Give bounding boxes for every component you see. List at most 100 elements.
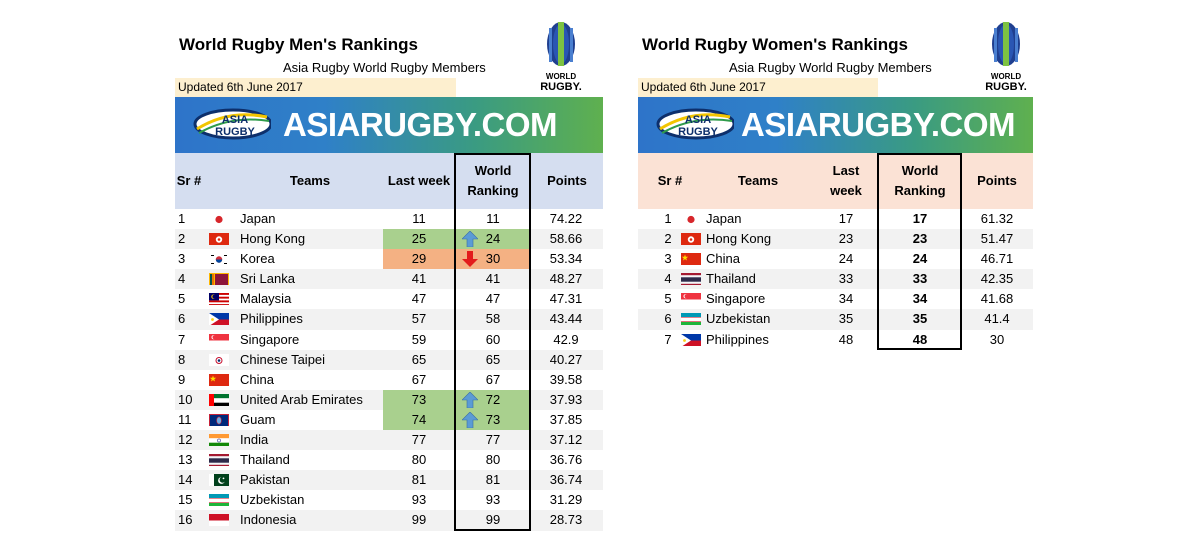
table-row: 5 Malaysia 47 47 47.31 [175, 289, 603, 309]
table-row: 10 United Arab Emirates 73 72 37.93 [175, 389, 603, 410]
sr-number: 16 [178, 512, 193, 528]
header-world-ranking-line1: World [474, 163, 512, 178]
points: 42.35 [980, 271, 1014, 287]
world-ranking: 24 [485, 231, 501, 247]
points: 48.27 [549, 271, 583, 287]
indonesia-flag [209, 513, 229, 527]
points: 39.58 [549, 371, 583, 387]
world-ranking: 17 [912, 211, 928, 226]
sri-lanka-flag [209, 272, 229, 286]
points: 30 [989, 331, 1005, 347]
table-row: 5 Singapore 34 34 41.68 [638, 289, 1033, 309]
sr-number: 6 [178, 311, 186, 327]
team-name: Chinese Taipei [240, 351, 326, 367]
mens-table-body: 1 Japan 11 11 74.22 2 Hong Kong 25 24 58.66 3 Korea… [175, 209, 603, 531]
world-ranking: 99 [485, 512, 501, 528]
table-row: 14 Pakistan 81 81 36.74 [175, 470, 603, 491]
row-highlight [455, 409, 531, 430]
last-week-rank: 25 [411, 231, 427, 247]
table-row: 11 Guam 74 73 37.85 [175, 409, 603, 430]
team-name: Malaysia [240, 291, 292, 307]
points: 37.85 [549, 411, 583, 427]
world-ranking: 72 [485, 391, 501, 407]
mens-updated-date: Updated 6th June 2017 [175, 78, 456, 97]
last-week-rank: 33 [838, 271, 854, 287]
row-highlight [455, 249, 531, 270]
asia-rugby-banner: ASIA RUGBY ASIARUGBY.COM [638, 97, 1033, 153]
sr-number: 14 [178, 472, 193, 488]
header-world-ranking-line2: Ranking [894, 183, 946, 198]
womens-rankings-title: World Rugby Women's Rankings [642, 35, 908, 54]
header-points: Points [977, 173, 1017, 188]
mens-world-ranking-column-box [454, 153, 531, 531]
points: 40.27 [549, 351, 583, 367]
singapore-flag [681, 292, 701, 306]
points: 46.71 [980, 251, 1014, 267]
last-week-rank: 24 [838, 251, 854, 267]
last-week-rank: 74 [411, 411, 427, 427]
team-name: China [240, 371, 274, 387]
last-week-rank: 67 [411, 371, 427, 387]
world-ranking: 41 [485, 271, 501, 287]
womens-subtitle: Asia Rugby World Rugby Members [729, 60, 932, 75]
asia-rugby-logo-text-rugby: RUGBY [678, 126, 718, 138]
last-week-rank: 65 [411, 351, 427, 367]
world-ranking: 47 [485, 291, 501, 307]
header-sr: Sr # [657, 173, 683, 188]
last-week-rank: 77 [411, 432, 427, 448]
points: 53.34 [549, 251, 583, 267]
uae-flag [209, 393, 229, 406]
sr-number: 7 [178, 331, 186, 347]
world-rugby-logo: WORLD RUGBY. [539, 20, 583, 94]
team-name: Uzbekistan [240, 492, 305, 508]
world-ranking: 24 [912, 251, 928, 267]
up-arrow-icon [461, 391, 479, 409]
hong-kong-flag [681, 232, 701, 246]
last-week-rank: 29 [411, 251, 427, 267]
points: 28.73 [549, 512, 583, 528]
world-ranking: 93 [485, 492, 501, 508]
sr-number: 6 [664, 311, 672, 327]
asia-rugby-swoosh-icon [656, 108, 734, 140]
team-name: China [706, 251, 740, 267]
world-rugby-logo: WORLD RUGBY. [984, 20, 1028, 94]
team-name: Philippines [240, 311, 303, 327]
sr-number: 15 [178, 492, 193, 508]
down-arrow-icon [462, 251, 478, 268]
header-last-week-line1: Last [832, 163, 860, 178]
world-rugby-logo-text-rugby: RUGBY. [540, 81, 582, 93]
world-rugby-logo-text-rugby: RUGBY. [985, 81, 1027, 93]
points: 37.93 [549, 391, 583, 407]
header-sr: Sr # [176, 173, 202, 188]
thailand-flag [209, 453, 229, 467]
points: 36.74 [549, 472, 583, 488]
points: 74.22 [549, 211, 583, 226]
header-world-ranking-line1: World [901, 163, 939, 178]
sr-number: 1 [178, 211, 186, 226]
sr-number: 4 [178, 271, 186, 287]
points: 42.9 [553, 331, 579, 347]
team-name: Pakistan [240, 472, 290, 488]
womens-table-body: 1 Japan 17 17 61.32 2 Hong Kong 23 23 51.47 3 China… [638, 209, 1033, 350]
thailand-flag [681, 272, 701, 286]
points: 51.47 [980, 231, 1014, 247]
sr-number: 8 [178, 351, 186, 367]
world-ranking: 81 [485, 472, 501, 488]
team-name: Singapore [240, 331, 300, 347]
last-week-rank: 80 [411, 452, 427, 468]
last-week-rank: 34 [838, 291, 854, 307]
points: 41.4 [984, 311, 1010, 327]
team-name: Korea [240, 251, 275, 267]
sr-number: 2 [664, 231, 672, 247]
chinese-taipei-flag [209, 353, 229, 366]
last-week-rank: 93 [411, 492, 427, 508]
world-ranking: 77 [485, 432, 501, 448]
womens-world-ranking-column-box [877, 153, 962, 350]
world-rugby-logo-text-world: WORLD [545, 72, 577, 81]
points: 31.29 [549, 492, 583, 508]
uzbekistan-flag [209, 493, 229, 507]
womens-updated-date: Updated 6th June 2017 [638, 78, 878, 97]
guam-flag [209, 413, 229, 426]
india-flag [209, 433, 229, 447]
sr-number: 3 [178, 251, 186, 267]
